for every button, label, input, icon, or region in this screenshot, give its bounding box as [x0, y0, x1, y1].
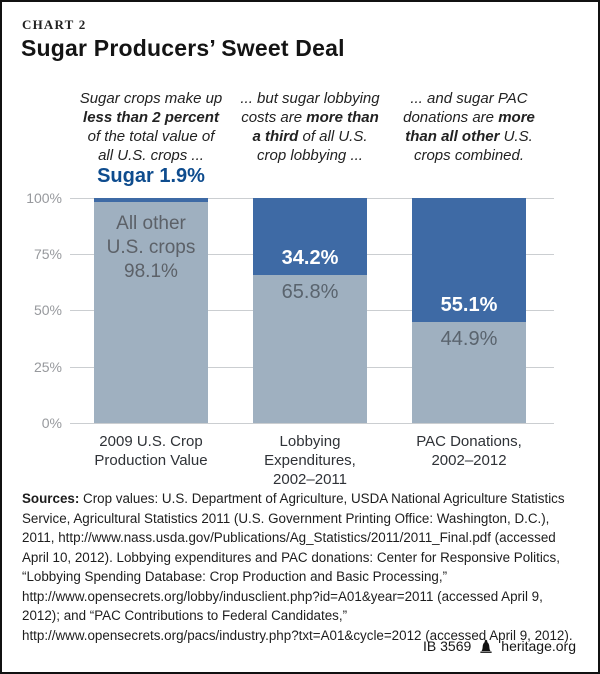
y-axis-tick: 25% — [33, 359, 62, 375]
y-axis-tick: 50% — [33, 302, 62, 318]
chart-title: Sugar Producers’ Sweet Deal — [21, 35, 345, 61]
gridline-0 — [70, 423, 554, 424]
annotation-text-segment: Sugar crops make up — [79, 90, 223, 107]
bar-value-label: 65.8% — [281, 280, 339, 303]
bar-value-label: 55.1% — [440, 293, 498, 316]
annotation-text-segment: donations are — [403, 109, 499, 126]
bar-segment-other-crops: 65.8% — [253, 274, 367, 423]
annotation-text-segment: crop lobbying ... — [257, 147, 363, 164]
plot-area: 100% 75% 50% 25% 0% All other U.S. crops… — [2, 190, 598, 488]
sugar-callout-label: Sugar 1.9% — [97, 165, 205, 187]
bar-segment-sugar — [94, 198, 208, 203]
chart-kicker: CHART 2 — [22, 17, 87, 32]
y-axis-tick: 0% — [41, 415, 62, 431]
annotation-text-segment: costs are — [241, 109, 307, 126]
annotation-text-segment: than all other — [405, 128, 500, 145]
bar-segment-other-crops: 44.9% — [412, 321, 526, 423]
annotation-text-segment: more than — [306, 109, 379, 126]
bar-pac-donations: 55.1% 44.9% — [412, 198, 526, 423]
annotation-text-segment: of the total value of — [87, 128, 215, 145]
annotation-text-segment: a third — [252, 128, 299, 145]
site-link[interactable]: heritage.org — [501, 638, 576, 654]
y-axis-tick: 75% — [33, 246, 62, 262]
x-axis-category-label: 2009 U.S. Crop Production Value — [94, 433, 208, 469]
sources-text: Crop values: U.S. Department of Agricult… — [22, 491, 573, 643]
bar-crop-production-value: All other U.S. crops 98.1% — [94, 198, 208, 423]
annotation-crop-value: Sugar crops make up less than 2 percent of… — [59, 89, 243, 165]
x-axis-category-label: Lobbying Expenditures, 2002–2011 — [264, 433, 356, 488]
annotation-text-segment: crops combined. — [413, 147, 525, 164]
annotation-text-segment: U.S. — [499, 128, 533, 145]
annotation-lobbying: ... but sugar lobbying costs are more tha… — [218, 89, 402, 165]
annotation-pac: ... and sugar PAC donations are more than … — [377, 89, 561, 165]
annotation-text-segment: ... and sugar PAC — [410, 90, 528, 107]
footer: IB 3569 heritage.org — [423, 638, 576, 654]
bar-segment-sugar: 55.1% — [412, 198, 526, 322]
report-id: IB 3569 — [423, 638, 472, 654]
annotation-text-segment: all U.S. crops ... — [98, 147, 204, 164]
bar-segment-other-crops: All other U.S. crops 98.1% — [94, 202, 208, 423]
annotation-text-segment: of all U.S. — [298, 128, 368, 145]
sources-note: Sources: Crop values: U.S. Department of… — [22, 489, 584, 645]
bar-value-label: All other U.S. crops 98.1% — [106, 213, 196, 283]
sources-label: Sources: — [22, 491, 80, 506]
annotation-text-segment: less than 2 percent — [83, 109, 219, 126]
y-axis-tick: 100% — [26, 190, 62, 206]
annotation-text-segment: ... but sugar lobbying — [240, 90, 380, 107]
liberty-bell-icon — [480, 639, 493, 653]
annotation-text-segment: more — [498, 109, 535, 126]
x-axis-category-label: PAC Donations, 2002–2012 — [416, 433, 522, 469]
bar-segment-sugar: 34.2% — [253, 198, 367, 275]
bar-value-label: 44.9% — [440, 327, 498, 350]
bar-lobbying-expenditures: 34.2% 65.8% — [253, 198, 367, 423]
bar-value-label: 34.2% — [281, 246, 339, 269]
